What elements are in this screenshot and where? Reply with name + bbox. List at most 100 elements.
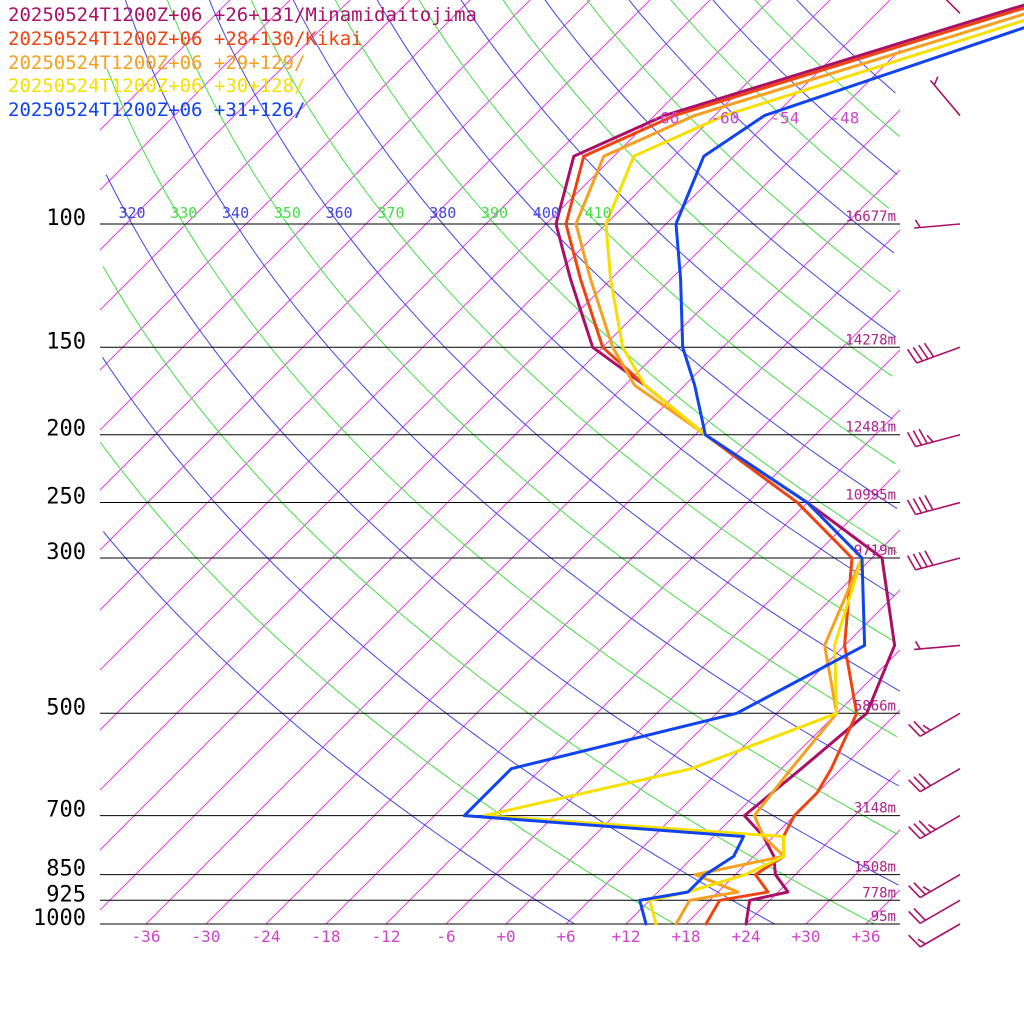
isentrope-line [99,441,675,925]
isentrope-line [250,0,895,643]
isotherm-line [99,0,891,791]
height-label: 5866m [854,698,896,714]
wind-barb-shaft [919,814,961,840]
wind-barb [929,76,961,117]
isotherm-line [99,0,231,131]
series-line [482,18,1024,926]
isentrope-lines [99,0,901,925]
isotherm-line [505,529,901,925]
isotherm-line [145,169,901,925]
isentrope-label: 380 [429,204,456,222]
height-label: 1508m [854,860,896,876]
wind-barb [914,219,961,229]
isotherm-line [865,889,901,925]
wind-barb-feather [908,910,921,924]
isotherm-line [99,0,711,611]
height-label: 9719m [854,543,896,559]
isotherm-line [805,829,901,925]
wind-barb-feather [913,776,926,790]
pressure-label: 1000 [33,906,86,931]
wind-barb [908,768,961,793]
wind-barb-feather [923,342,935,358]
isotherm-line [99,0,771,671]
temperature-tick-label: -18 [312,927,341,946]
wind-barb-feather [913,720,926,734]
isotherm-line [99,0,411,311]
isotherm-line [99,109,901,911]
wind-barb-feather [918,344,929,360]
wind-barb-feather [912,346,924,362]
pressure-label: 150 [46,329,86,354]
isentrope-label: 360 [326,204,353,222]
wind-barb-feather [908,885,921,899]
height-label: 12481m [845,420,896,436]
height-label: 14278m [845,332,896,348]
isotherm-line [99,49,901,851]
series-line [554,3,1024,926]
wind-barb-feather [906,431,917,448]
legend: 20250524T1200Z+06 +26+131/Minamidaitojim… [8,4,477,123]
pressure-label: 500 [46,695,86,720]
wind-barb-feather [906,499,917,515]
temperature-tick-label: -6 [436,927,455,946]
wind-barb-feather [918,496,928,512]
profile-lines [462,3,1024,926]
wind-barb-shaft [919,873,961,899]
wind-barb-feather [908,934,921,948]
wind-barb-feather [933,76,939,86]
legend-entry: 20250524T1200Z+06 +29+129/ [8,51,306,74]
isotherm-label: -54 [770,109,799,128]
pressure-label: 850 [46,857,86,882]
isotherm-label: -60 [710,109,739,128]
wind-barb-shaft [945,0,961,14]
isentrope-label: 370 [377,204,404,222]
isentrope-label: 340 [222,204,249,222]
isentrope-line [106,68,899,835]
temperature-tick-label: +30 [792,927,821,946]
legend-entry: 20250524T1200Z+06 +26+131/Minamidaitojim… [8,4,477,26]
height-label: 10995m [845,488,896,504]
height-label: 16677m [845,209,896,225]
isentrope-label: 400 [533,204,560,222]
legend-entry: 20250524T1200Z+06 +28+130/Kikai [8,27,363,50]
isentrope-label: 390 [481,204,508,222]
wind-barb-feather [918,428,928,444]
wind-barb-feather [926,434,934,443]
isentrope-line [334,0,898,554]
isotherm-line [745,769,901,925]
axis-labels: 100 16677m 150 14278m 200 12481m 250 10995m 300 9… [33,109,896,946]
temperature-tick-label: -24 [252,927,281,946]
wind-barb-shaft [915,501,961,516]
wind-barb-feather [913,907,926,921]
wind-barb-shaft [919,712,961,737]
wind-barb-feather [913,823,926,837]
wind-barb-feather [918,820,932,834]
wind-barb-feather [918,773,932,787]
wind-barb-feather [913,882,926,896]
legend-entry: 20250524T1200Z+06 +31+126/ [8,99,306,122]
isotherm-line [99,0,531,431]
wind-barb-feather [927,823,937,831]
isentrope-line [544,0,897,338]
wind-barb [906,428,961,448]
wind-barb [906,550,961,571]
temperature-tick-label: +36 [852,927,881,946]
wind-barb [908,923,961,948]
wind-barbs [906,0,961,948]
series-line [574,12,1024,926]
wind-barb-feather [912,553,923,569]
isentrope-label: 320 [118,204,145,222]
isentrope-line [418,0,896,465]
wind-barb [908,814,961,840]
isentrope-line [101,356,775,925]
isentrope-line [628,0,895,254]
isotherm-line [99,0,471,371]
pressure-label: 100 [46,206,86,231]
isentrope-line [102,531,575,925]
wind-barb [914,640,961,651]
isentrope-line [712,0,898,175]
wind-barb-feather [914,640,921,650]
wind-barb-feather [917,938,926,945]
wind-barb-shaft [919,923,961,948]
